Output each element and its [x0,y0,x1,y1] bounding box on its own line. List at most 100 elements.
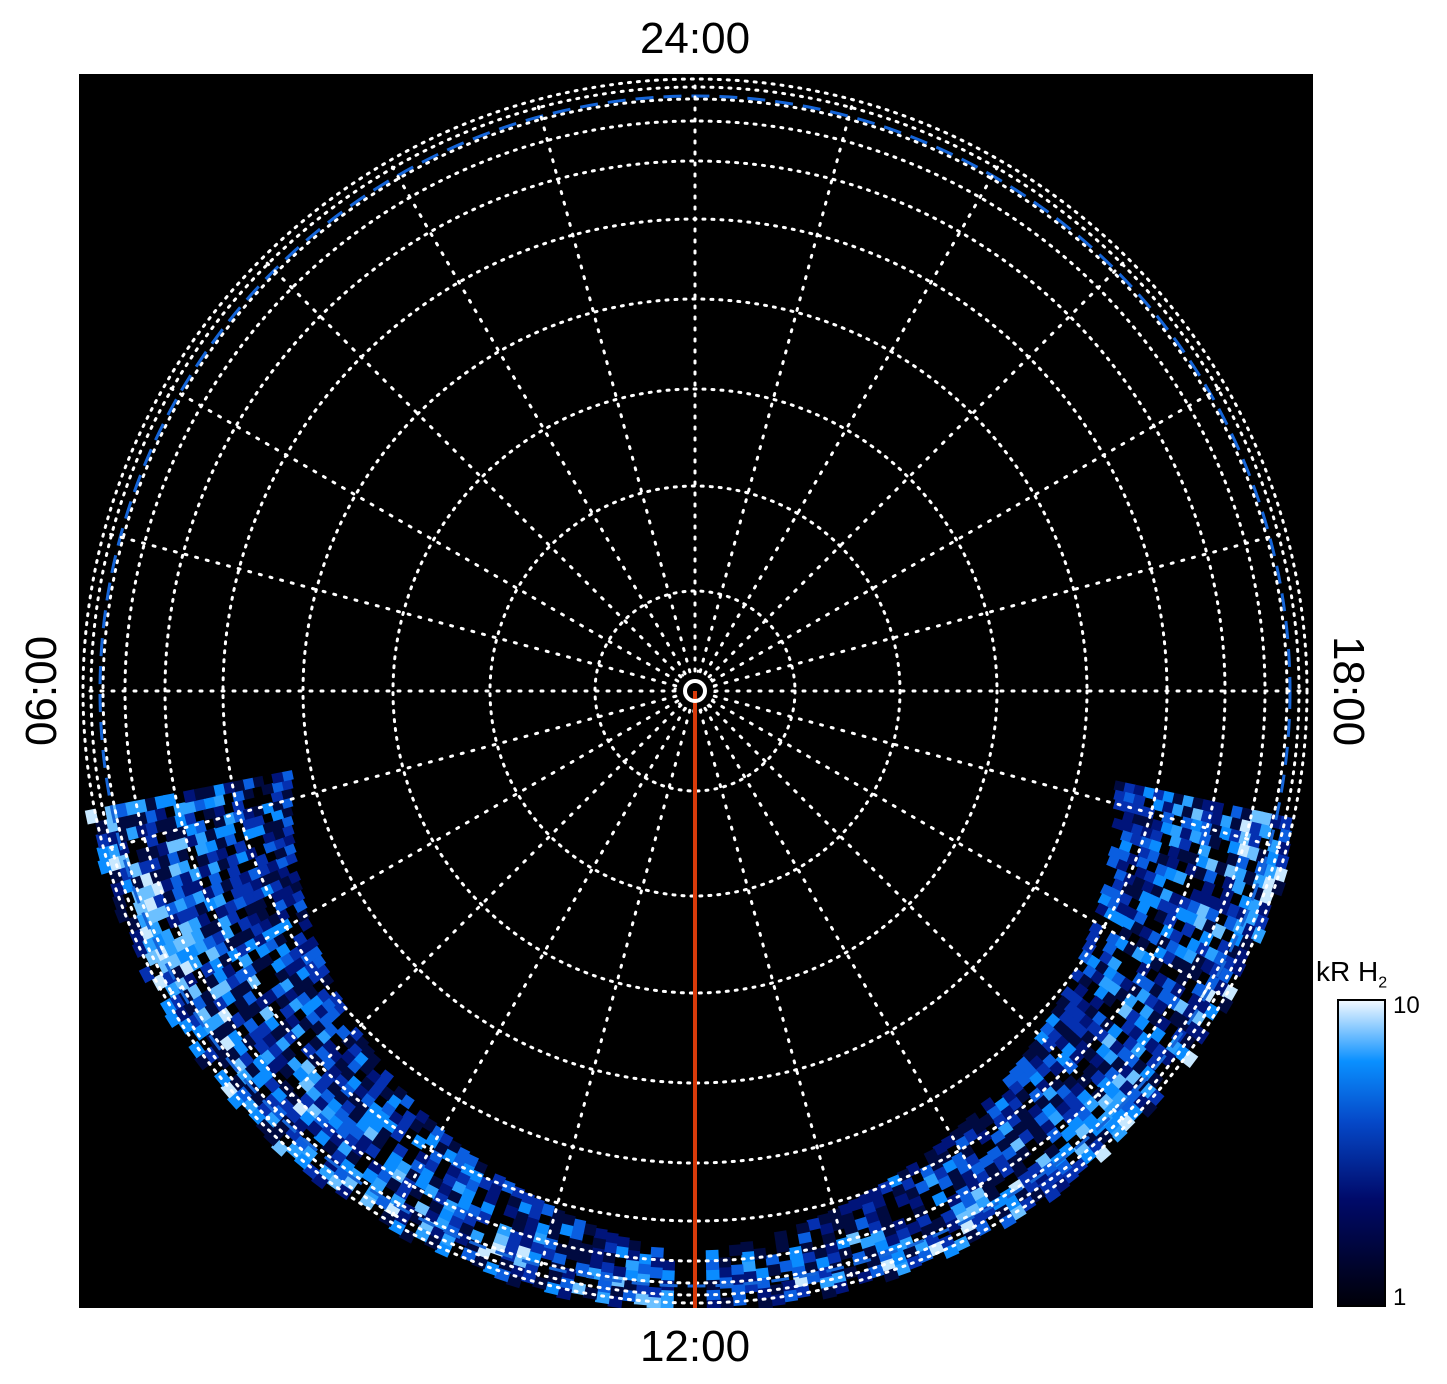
latitude-ring [391,387,999,995]
emission-cell [177,920,193,937]
emission-cell [1250,926,1267,944]
emission-cell [1221,955,1238,973]
emission-cell [558,1223,574,1237]
emission-cell [505,1273,523,1289]
pole-marker [683,679,707,703]
emission-cell [202,796,216,810]
emission-cell [845,1231,862,1246]
emission-cell [298,1092,315,1110]
local-time-spoke [163,383,680,683]
emission-cell [540,1203,555,1217]
emission-cell [126,915,142,933]
emission-cell [1210,812,1224,827]
emission-cell [281,770,294,782]
local-time-spoke [703,159,1003,676]
emission-cell [299,1059,316,1076]
emission-cell [1148,839,1163,854]
emission-cell [1188,829,1203,845]
emission-cell [366,1159,384,1176]
emission-cell [599,1261,615,1275]
emission-cell [1249,809,1264,825]
emission-cell [270,957,286,974]
emission-cell [775,1240,790,1254]
emission-cell [999,1212,1017,1230]
emission-cell [540,1246,556,1261]
emission-cell [624,1259,640,1273]
emission-cell [1031,1128,1049,1145]
local-time-spoke [698,708,855,1284]
emission-cell [182,800,197,815]
emission-cell [1129,833,1144,847]
emission-cell [594,1291,611,1305]
emission-cell [453,1231,471,1247]
emission-cell [837,1202,853,1217]
local-time-spoke [387,706,687,1223]
emission-cell [561,1213,576,1227]
emission-cell [717,1257,732,1269]
emission-cell [661,1260,676,1272]
emission-cell [1169,824,1184,839]
emission-cell [1199,821,1214,836]
emission-cell [1253,914,1270,932]
emission-cell [604,1232,619,1245]
local-time-spoke [712,531,1288,688]
emission-cell [124,800,138,816]
emission-cell [213,835,228,850]
emission-cell [393,1210,411,1227]
emission-cell [1200,810,1214,825]
emission-cell [1131,813,1145,827]
emission-cell [105,830,120,846]
emission-cell [1179,827,1194,842]
emission-cell [718,1267,732,1279]
emission-cell [392,1143,409,1159]
latitude-ring [81,77,1309,1305]
emission-cell [593,1227,608,1241]
emission-cell [212,825,227,840]
local-time-spoke [102,694,678,851]
emission-cell [1271,879,1286,897]
emission-cell [204,838,219,854]
emission-cell [237,916,253,932]
emission-cell [1200,880,1216,897]
emission-cell [1113,789,1127,802]
emission-cell [608,1285,624,1299]
emission-cell [164,839,179,854]
emission-cell [124,813,138,829]
emission-cell [1059,1125,1077,1143]
emission-cell [821,1232,837,1246]
emission-cell [582,1223,597,1237]
emission-cell [1230,959,1247,978]
emission-cell [754,1267,770,1280]
emission-cell [327,991,344,1007]
emission-cell [905,1220,922,1236]
emission-cell [1028,1071,1045,1088]
emission-cell [317,1164,335,1182]
emission-cell [1138,836,1153,851]
emission-cell [280,788,294,800]
emission-cell [1011,1162,1029,1179]
emission-cell [627,1239,641,1253]
local-time-spoke [260,703,683,1126]
label-dawn: 06:00 [17,635,66,747]
emission-cell [1117,1003,1134,1020]
emission-cell [271,827,286,841]
emission-cell [992,1113,1009,1130]
emission-cell [271,818,285,831]
emission-cell [1055,995,1072,1011]
emission-cell [611,1265,627,1279]
emission-cell [1140,826,1154,840]
local-time-spoke [260,256,683,679]
emission-cell [937,1175,954,1191]
emission-cell [144,820,158,836]
emission-cell [1123,791,1137,805]
colorbar-max-label: 10 [1393,992,1420,1019]
emission-cell [789,1255,805,1269]
emission-cell [974,1195,992,1212]
emission-cell [1009,1204,1027,1221]
emission-cell [1165,856,1180,871]
emission-cell [114,906,130,924]
emission-cell [731,1294,747,1307]
emission-cell [1199,958,1216,975]
emission-cell [812,1246,828,1261]
